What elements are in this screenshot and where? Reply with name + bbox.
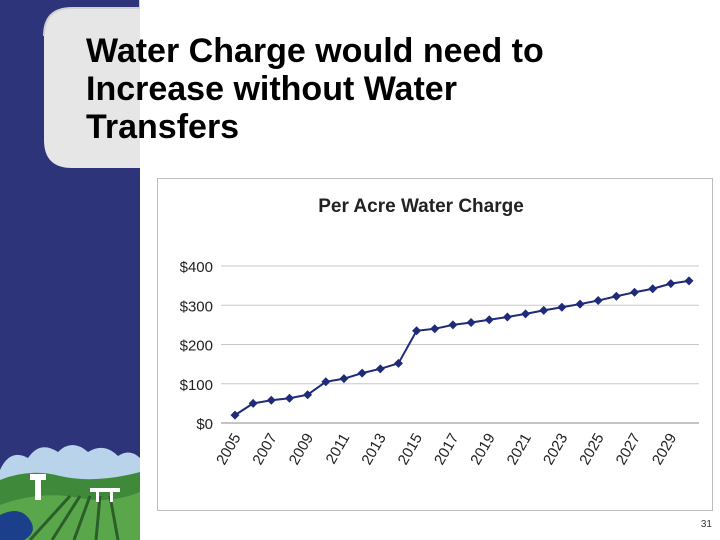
slide-title-line-2: Increase without Water xyxy=(86,70,457,108)
data-point xyxy=(521,309,531,319)
slide-number: 31 xyxy=(700,519,712,530)
data-point xyxy=(230,410,240,420)
y-tick-label: $200 xyxy=(180,338,213,355)
data-point xyxy=(684,276,694,286)
data-point xyxy=(375,364,385,374)
chart-title: Per Acre Water Charge xyxy=(318,196,524,217)
data-point xyxy=(502,312,512,322)
data-point xyxy=(593,296,603,306)
data-point xyxy=(666,279,676,289)
data-point xyxy=(575,299,585,309)
data-point xyxy=(539,305,549,315)
farm-landscape-logo xyxy=(0,445,140,540)
water-charge-chart: Per Acre Water Charge $0 $100 $200 $300 $400… xyxy=(157,178,713,511)
data-point xyxy=(321,377,331,387)
y-tick-label: $0 xyxy=(196,416,213,433)
slide-title-line-3: Transfers xyxy=(86,108,240,146)
data-point xyxy=(303,390,313,400)
y-tick-label: $400 xyxy=(180,259,213,276)
data-point xyxy=(630,287,640,297)
data-point xyxy=(393,358,403,368)
data-point xyxy=(339,374,349,384)
slide-title-line-1: Water Charge would need to xyxy=(86,32,544,70)
data-point xyxy=(466,318,476,328)
data-point xyxy=(557,302,567,312)
data-point xyxy=(284,393,294,403)
data-point xyxy=(357,368,367,378)
y-tick-label: $300 xyxy=(180,298,213,315)
data-point xyxy=(484,315,494,325)
data-point xyxy=(412,326,422,336)
data-point xyxy=(430,324,440,334)
data-point xyxy=(611,291,621,301)
data-point xyxy=(648,284,658,294)
sidebar-decoration xyxy=(0,0,140,540)
y-tick-label: $100 xyxy=(180,377,213,394)
data-point xyxy=(266,395,276,405)
slide-title: Water Charge would need to Increase with… xyxy=(86,32,686,146)
data-point xyxy=(248,398,258,408)
data-point xyxy=(448,320,458,330)
